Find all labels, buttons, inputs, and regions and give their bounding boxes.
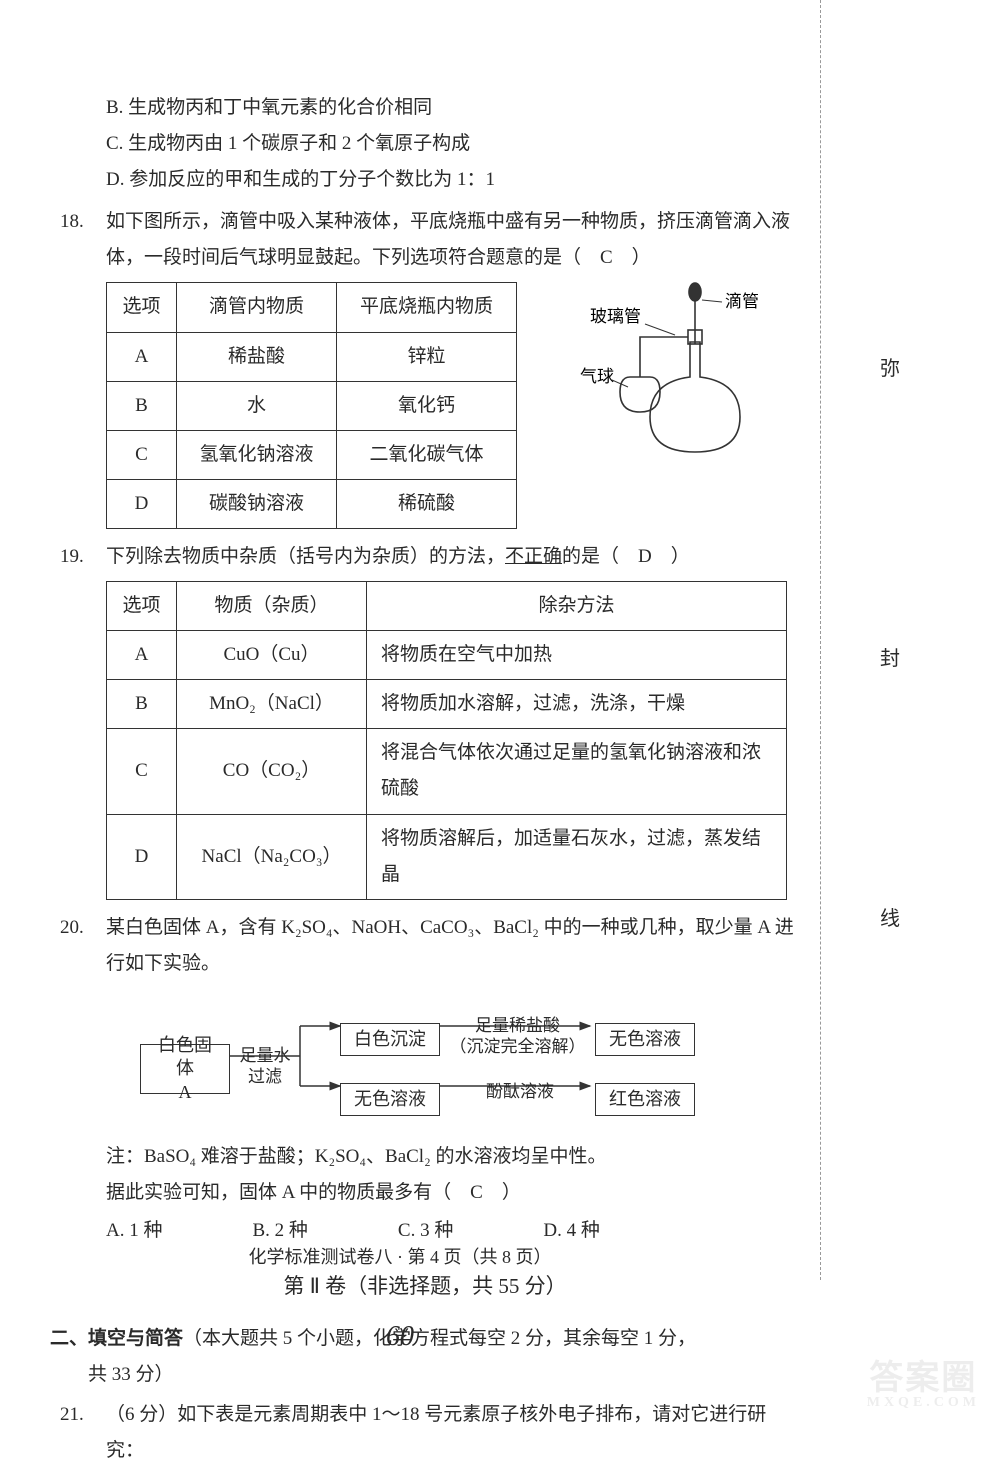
flow-edge-1: 足量水 过滤 — [235, 1045, 295, 1088]
q20-stem-line2: 行如下实验。 — [50, 946, 800, 982]
q17-option-b: B. 生成物丙和丁中氧元素的化合价相同 — [50, 90, 800, 126]
flow-edge-2a: 足量稀盐酸 （沉淀完全溶解） — [445, 1015, 590, 1058]
label-balloon: 气球 — [580, 367, 614, 386]
watermark-small: MXQE.COM — [867, 1396, 980, 1410]
label-dropper: 滴管 — [725, 292, 759, 311]
q19: 19. 下列除去物质中杂质（括号内为杂质）的方法，不正确的是（ D ） — [50, 539, 800, 575]
flow-node-3a: 无色溶液 — [595, 1023, 695, 1056]
flask-diagram-icon: 玻璃管 滴管 气球 — [550, 282, 810, 462]
page-footer: 化学标准测试卷八 · 第 4 页（共 8 页） — [0, 1240, 800, 1274]
q19-stem-b: 的是（ D ） — [562, 546, 690, 567]
q18-th-2: 平底烧瓶内物质 — [337, 283, 517, 332]
q17-option-c: C. 生成物丙由 1 个碳原子和 2 个氧原子构成 — [50, 126, 800, 162]
q18: 18. 如下图所示，滴管中吸入某种液体，平底烧瓶中盛有另一种物质，挤压滴管滴入液 — [50, 204, 800, 240]
q19-stem-underline: 不正确 — [505, 546, 562, 567]
q18-number: 18. — [60, 204, 84, 240]
q21-number: 21. — [60, 1397, 84, 1433]
label-glass-tube: 玻璃管 — [590, 307, 641, 326]
q18-stem-line1: 如下图所示，滴管中吸入某种液体，平底烧瓶中盛有另一种物质，挤压滴管滴入液 — [106, 211, 790, 232]
q21-stem: （6 分）如下表是元素周期表中 1～18 号元素原子核外电子排布，请对它进行研究… — [106, 1404, 766, 1461]
q20-note: 注：BaSO₄ 难溶于盐酸；K₂SO₄、BaCl₂ 的水溶液均呈中性。 — [50, 1139, 800, 1175]
q21: 21. （6 分）如下表是元素周期表中 1～18 号元素原子核外电子排布，请对它… — [50, 1397, 800, 1469]
margin-char-b: 封 — [880, 640, 900, 678]
q20-ask: 据此实验可知，固体 A 中的物质最多有（ C ） — [50, 1175, 800, 1211]
flow-node-3b: 红色溶液 — [595, 1083, 695, 1116]
q18-table: 选项 滴管内物质 平底烧瓶内物质 A稀盐酸锌粒 B水氧化钙 C氢氧化钠溶液二氧化… — [106, 282, 517, 528]
margin-char-a: 弥 — [880, 350, 900, 388]
q18-th-1: 滴管内物质 — [177, 283, 337, 332]
q17-option-d: D. 参加反应的甲和生成的丁分子个数比为 1：1 — [50, 162, 800, 198]
handwritten-page-number: 60 — [0, 1310, 800, 1363]
q19-stem-a: 下列除去物质中杂质（括号内为杂质）的方法， — [106, 546, 505, 567]
margin-char-c: 线 — [880, 900, 900, 938]
q19-table: 选项 物质（杂质） 除杂方法 ACuO（Cu）将物质在空气中加热 BMnO₂（N… — [106, 581, 787, 900]
flow-edge-2b: 酚酞溶液 — [470, 1081, 570, 1102]
flow-node-2b: 无色溶液 — [340, 1083, 440, 1116]
q20: 20. 某白色固体 A，含有 K₂SO₄、NaOH、CaCO₃、BaCl₂ 中的… — [50, 910, 800, 946]
q20-flowchart: 白色固体 A 足量水 过滤 白色沉淀 无色溶液 足量稀盐酸 （沉淀完全溶解） 酚… — [50, 996, 800, 1129]
flow-node-2a: 白色沉淀 — [340, 1023, 440, 1056]
q20-stem-line1: 某白色固体 A，含有 K₂SO₄、NaOH、CaCO₃、BaCl₂ 中的一种或几… — [106, 917, 794, 938]
q18-th-0: 选项 — [107, 283, 177, 332]
q19-number: 19. — [60, 539, 84, 575]
watermark-big: 答案圈 — [869, 1360, 977, 1397]
watermark: 答案圈 MXQE.COM — [867, 1362, 980, 1410]
q20-number: 20. — [60, 910, 84, 946]
flow-node-start: 白色固体 A — [140, 1044, 230, 1094]
q18-stem-line2: 体，一段时间后气球明显鼓起。下列选项符合题意的是（ C ） — [50, 240, 800, 276]
